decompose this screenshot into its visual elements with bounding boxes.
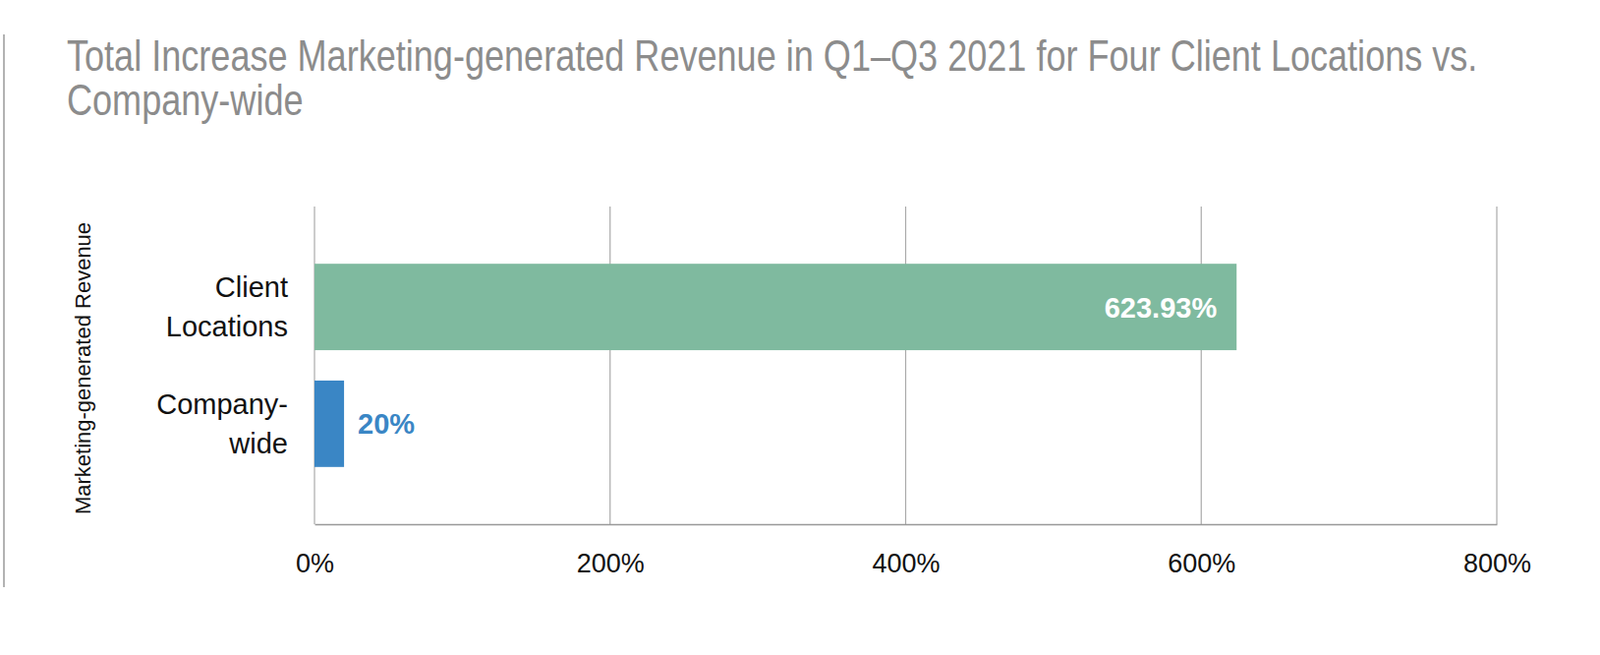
grid-line	[609, 206, 611, 524]
bar	[314, 263, 1237, 350]
x-tick: 0%	[295, 523, 335, 578]
chart: Total Increase Marketing-generated Reven…	[0, 0, 1600, 655]
y-tick-label-line: Client	[215, 271, 288, 303]
title-line: Total Increase Marketing-generated Reven…	[66, 32, 1478, 81]
grid-line	[313, 206, 315, 524]
x-tick-label: 400%	[871, 548, 940, 578]
y-tick-label: Company-wide	[156, 388, 288, 459]
x-tick: 600%	[1167, 523, 1236, 578]
side-rule	[2, 34, 5, 587]
data-label: 20%	[357, 407, 415, 440]
x-axis-line	[315, 523, 1498, 526]
grid-line	[905, 206, 907, 524]
grid	[314, 206, 1497, 524]
bar	[314, 380, 344, 467]
x-tick: 400%	[871, 523, 940, 578]
y-tick-label-line: wide	[228, 427, 288, 459]
title: Total Increase Marketing-generated Reven…	[66, 32, 1478, 125]
bars	[314, 263, 1237, 467]
grid-line	[1495, 206, 1497, 524]
x-tick-label: 800%	[1463, 548, 1532, 578]
x-tick-label: 200%	[576, 548, 645, 578]
title-group: Total Increase Marketing-generated Reven…	[66, 32, 1478, 125]
data-labels: 623.93% 20%	[357, 291, 1217, 441]
x-tick: 200%	[576, 523, 645, 578]
y-tick-label-line: Company-	[156, 388, 288, 420]
x-tick-label: 0%	[295, 548, 335, 578]
y-axis: Client Locations Company-wide	[156, 271, 288, 459]
x-tick: 800%	[1463, 523, 1532, 578]
y-tick-label-line: Locations	[166, 310, 288, 343]
y-tick-label: Client Locations	[166, 271, 288, 343]
data-label: 623.93%	[1104, 291, 1218, 324]
title-line: Company-wide	[66, 76, 304, 125]
grid-line	[1200, 206, 1202, 524]
y-axis-title: Marketing-generated Revenue	[70, 222, 96, 515]
x-tick-label: 600%	[1167, 548, 1236, 578]
x-axis: 0% 200% 400% 600% 800%	[295, 523, 1532, 578]
